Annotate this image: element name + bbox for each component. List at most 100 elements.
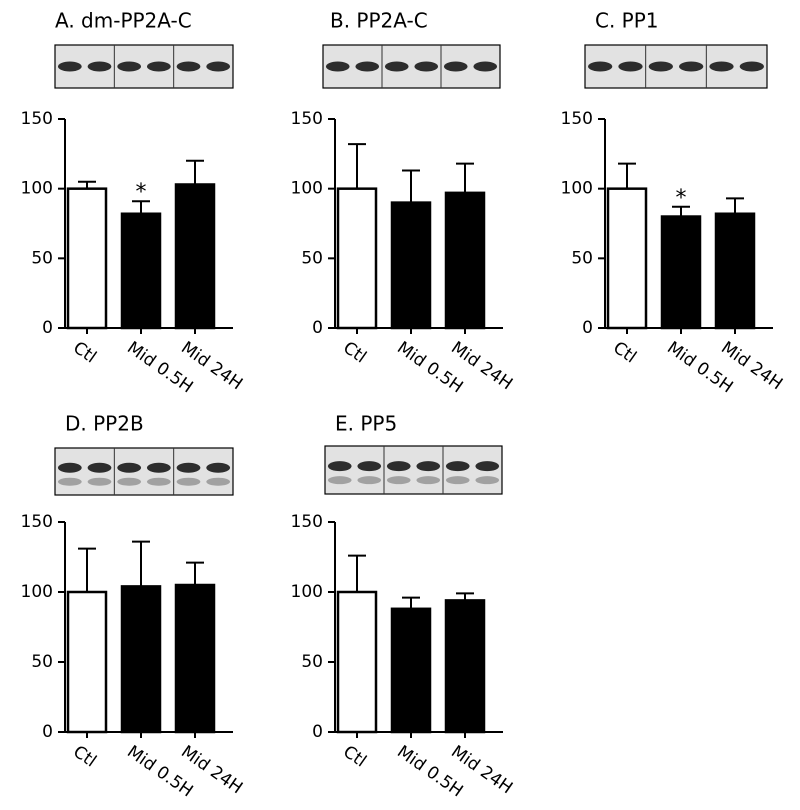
blot-band-faint xyxy=(57,477,82,486)
blot-band-faint xyxy=(416,476,441,485)
y-tick-label: 150 xyxy=(291,512,323,532)
blot-band xyxy=(206,462,231,473)
y-tick-label: 50 xyxy=(31,652,53,672)
blot-band xyxy=(117,61,142,72)
y-tick-label: 150 xyxy=(291,109,323,129)
y-tick-label: 0 xyxy=(312,722,323,742)
blot-band xyxy=(325,61,350,72)
y-tick-label: 50 xyxy=(301,248,323,268)
blot-band xyxy=(443,61,468,72)
x-tick-label: Ctl xyxy=(339,338,370,368)
bar xyxy=(714,212,756,330)
y-tick-label: 50 xyxy=(571,248,593,268)
chart-title: B. PP2A-C xyxy=(330,9,428,33)
blot-band-faint xyxy=(176,477,201,486)
chart-title: E. PP5 xyxy=(335,412,397,436)
y-tick-label: 100 xyxy=(21,582,53,602)
blot-band xyxy=(57,462,82,473)
blot-band-faint xyxy=(87,477,112,486)
blot-band-faint xyxy=(475,476,500,485)
bar xyxy=(174,183,216,330)
y-tick-label: 150 xyxy=(21,109,53,129)
annotation: * xyxy=(676,186,687,211)
y-tick-label: 100 xyxy=(291,179,323,199)
blot-band xyxy=(117,462,142,473)
blot-band-faint xyxy=(206,477,231,486)
blot-band xyxy=(473,61,498,72)
chart-title: C. PP1 xyxy=(595,9,659,33)
bar xyxy=(606,187,648,330)
blot-frame xyxy=(324,445,503,495)
blot-frame xyxy=(54,44,234,89)
blot-band xyxy=(679,61,704,72)
y-tick-label: 150 xyxy=(561,109,593,129)
blot-band xyxy=(146,61,171,72)
blot-band xyxy=(475,461,500,472)
blot-band-faint xyxy=(445,476,470,485)
blot-band xyxy=(588,61,613,72)
blot-band-faint xyxy=(327,476,352,485)
y-tick-label: 0 xyxy=(42,722,53,742)
bar xyxy=(336,590,378,734)
blot-band xyxy=(146,462,171,473)
bar xyxy=(120,212,162,330)
blot-band xyxy=(739,61,764,72)
blot-band xyxy=(386,461,411,472)
y-tick-label: 150 xyxy=(21,512,53,532)
blot-band xyxy=(355,61,380,72)
blot-frame xyxy=(54,447,234,496)
x-tick-label: Ctl xyxy=(339,742,370,772)
blot-frame xyxy=(322,44,501,89)
bar xyxy=(660,215,702,330)
blot-band xyxy=(176,61,201,72)
bar xyxy=(174,583,216,734)
y-tick-label: 100 xyxy=(21,179,53,199)
blot-band xyxy=(87,61,112,72)
chart-title: A. dm-PP2A-C xyxy=(55,9,192,33)
blot-band xyxy=(618,61,643,72)
bar xyxy=(390,201,432,330)
y-tick-label: 0 xyxy=(312,318,323,338)
y-tick-label: 0 xyxy=(42,318,53,338)
blot-band xyxy=(414,61,439,72)
bar xyxy=(444,191,486,330)
blot-band xyxy=(384,61,409,72)
y-tick-label: 100 xyxy=(291,582,323,602)
y-tick-label: 50 xyxy=(301,652,323,672)
y-tick-label: 50 xyxy=(31,248,53,268)
bar xyxy=(120,585,162,734)
blot-frame xyxy=(584,44,768,89)
blot-band xyxy=(648,61,673,72)
y-tick-label: 0 xyxy=(582,318,593,338)
blot-band xyxy=(176,462,201,473)
y-tick-label: 100 xyxy=(561,179,593,199)
annotation: * xyxy=(136,180,147,205)
chart-title: D. PP2B xyxy=(65,412,144,436)
bar xyxy=(390,607,432,734)
blot-band-faint xyxy=(357,476,382,485)
blot-band-faint xyxy=(117,477,142,486)
x-tick-label: Ctl xyxy=(69,742,100,772)
bar xyxy=(444,599,486,734)
blot-band xyxy=(357,461,382,472)
x-tick-label: Ctl xyxy=(609,338,640,368)
bar xyxy=(66,590,108,734)
blot-band xyxy=(709,61,734,72)
bar xyxy=(66,187,108,330)
x-tick-label: Ctl xyxy=(69,338,100,368)
blot-band xyxy=(206,61,231,72)
blot-band xyxy=(327,461,352,472)
bar xyxy=(336,187,378,330)
blot-band xyxy=(87,462,112,473)
blot-band xyxy=(57,61,82,72)
blot-band xyxy=(445,461,470,472)
blot-band-faint xyxy=(146,477,171,486)
blot-band-faint xyxy=(386,476,411,485)
